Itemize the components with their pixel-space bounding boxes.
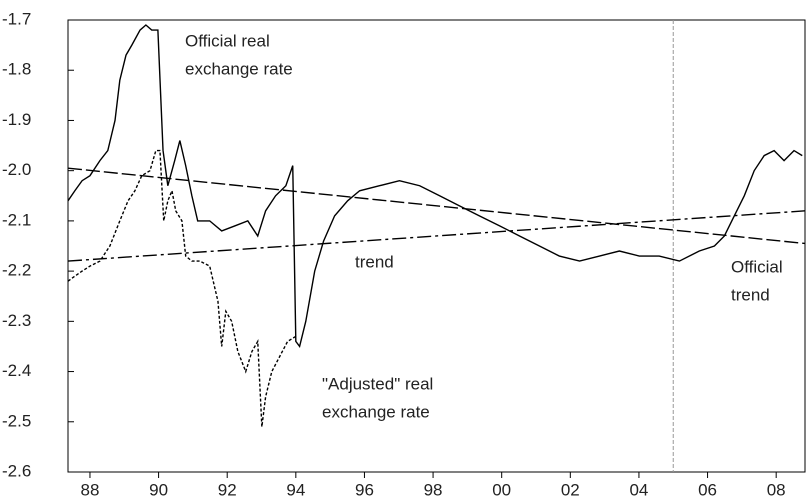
annotation: exchange rate — [185, 59, 293, 78]
x-tick-label: 94 — [286, 480, 305, 499]
y-tick-label: -2.3 — [2, 311, 31, 330]
y-tick-label: -1.9 — [2, 110, 31, 129]
x-tick-label: 04 — [629, 480, 648, 499]
series-line — [67, 24, 803, 349]
annotation: trend — [731, 285, 770, 304]
series-line — [67, 167, 806, 245]
x-tick-label: 02 — [561, 480, 580, 499]
series-line — [67, 210, 806, 262]
y-tick-label: -2.4 — [2, 361, 31, 380]
x-tick-label: 88 — [80, 480, 99, 499]
annotation: "Adjusted" real — [322, 374, 433, 393]
x-tick-label: 96 — [355, 480, 374, 499]
x-tick-label: 00 — [492, 480, 511, 499]
series-line — [67, 149, 297, 427]
x-tick-label: 06 — [698, 480, 717, 499]
y-tick-label: -1.8 — [2, 60, 31, 79]
x-tick-label: 90 — [149, 480, 168, 499]
y-tick-label: -2.1 — [2, 210, 31, 229]
annotation: trend — [355, 252, 394, 271]
y-tick-label: -2.2 — [2, 261, 31, 280]
y-tick-label: -2.0 — [2, 160, 31, 179]
y-tick-label: -1.7 — [2, 9, 31, 28]
x-tick-label: 98 — [424, 480, 443, 499]
y-tick-label: -2.6 — [2, 461, 31, 480]
x-tick-label: 92 — [218, 480, 237, 499]
y-tick-label: -2.5 — [2, 411, 31, 430]
annotation: Official — [731, 257, 783, 276]
plot-frame — [67, 19, 806, 473]
x-tick-label: 08 — [767, 480, 786, 499]
annotation: Official real — [185, 31, 270, 50]
annotation: exchange rate — [322, 402, 430, 421]
